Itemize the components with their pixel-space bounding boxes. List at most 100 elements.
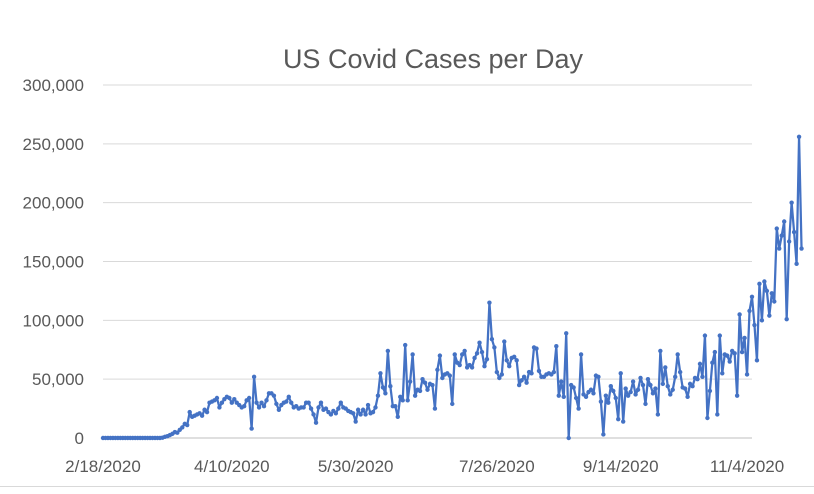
data-point	[707, 388, 713, 394]
data-point	[630, 379, 636, 384]
data-point	[437, 353, 443, 358]
data-point	[715, 412, 720, 417]
data-point	[318, 400, 324, 405]
data-point	[675, 352, 680, 357]
data-point	[308, 406, 314, 411]
data-point	[175, 430, 180, 435]
data-point	[459, 352, 465, 357]
data-point	[333, 411, 339, 416]
data-point	[727, 359, 732, 364]
data-point	[660, 381, 666, 387]
data-point	[764, 288, 770, 294]
data-point	[407, 379, 413, 384]
data-point	[316, 405, 321, 410]
data-point	[199, 413, 205, 418]
data-point	[469, 365, 475, 370]
data-point	[695, 376, 700, 382]
data-point	[232, 396, 237, 402]
data-point	[772, 299, 777, 304]
data-point	[398, 394, 403, 400]
data-point	[405, 398, 410, 403]
data-point	[452, 352, 457, 357]
data-point	[784, 316, 789, 322]
x-tick-label: 2/18/2020	[65, 457, 141, 476]
data-point	[640, 382, 646, 388]
data-point	[603, 393, 609, 398]
data-point	[360, 407, 366, 412]
data-point	[497, 375, 502, 381]
data-point	[791, 229, 797, 235]
data-point	[705, 415, 710, 421]
data-point	[521, 374, 527, 380]
data-point	[487, 300, 492, 305]
data-point	[754, 358, 760, 363]
data-point	[628, 389, 633, 395]
data-point	[246, 395, 252, 401]
data-point	[633, 392, 638, 397]
y-tick-label: 300,000	[23, 76, 84, 95]
data-point	[472, 355, 477, 361]
data-point	[338, 400, 344, 405]
y-tick-label: 150,000	[23, 253, 84, 272]
data-point	[289, 400, 294, 405]
data-point	[598, 399, 604, 404]
data-point	[435, 367, 440, 372]
frame-bottom-border	[0, 486, 814, 487]
data-point	[514, 358, 519, 363]
data-point	[663, 365, 668, 370]
x-tick-label: 4/10/2020	[194, 457, 270, 476]
x-tick-label: 11/4/2020	[710, 457, 784, 476]
data-point	[653, 386, 658, 391]
data-point	[350, 411, 356, 416]
data-point	[217, 405, 222, 410]
data-point	[363, 412, 368, 417]
data-point	[286, 394, 291, 400]
data-point	[650, 391, 656, 396]
data-point	[571, 385, 576, 390]
data-point	[370, 409, 376, 415]
data-point	[739, 349, 745, 355]
data-point	[744, 372, 750, 377]
data-point	[677, 369, 683, 375]
data-point	[432, 406, 438, 411]
data-point	[556, 393, 561, 398]
data-point	[358, 412, 363, 417]
data-point	[313, 420, 319, 425]
data-point	[623, 386, 628, 391]
data-point	[759, 318, 765, 323]
data-point	[403, 342, 408, 348]
data-point	[635, 387, 641, 392]
data-point	[618, 371, 623, 376]
data-point	[578, 352, 584, 357]
data-point	[566, 435, 571, 441]
data-point	[583, 394, 589, 400]
data-point	[794, 261, 799, 267]
data-point	[564, 331, 569, 336]
data-point	[227, 395, 232, 401]
data-point	[777, 246, 782, 251]
data-point	[648, 382, 653, 388]
data-point	[251, 374, 257, 380]
data-point	[323, 406, 329, 411]
data-point	[311, 412, 316, 417]
data-point	[779, 233, 784, 238]
data-point	[668, 392, 673, 397]
data-point	[606, 400, 611, 405]
data-point	[529, 371, 534, 376]
data-point	[180, 425, 185, 430]
series-cases	[100, 134, 804, 441]
data-point	[516, 382, 522, 388]
data-point	[499, 372, 505, 377]
chart-title: US Covid Cases per Day	[283, 44, 584, 74]
data-point	[796, 134, 802, 139]
data-point	[762, 279, 767, 284]
data-point	[256, 405, 262, 410]
data-point	[400, 398, 405, 403]
x-tick-label: 9/14/2020	[583, 457, 659, 476]
data-point	[383, 391, 388, 396]
data-point	[336, 406, 341, 411]
x-tick-label: 5/30/2020	[318, 457, 394, 476]
data-point	[301, 405, 306, 410]
y-tick-label: 100,000	[23, 311, 84, 330]
y-tick-label: 0	[75, 429, 84, 448]
